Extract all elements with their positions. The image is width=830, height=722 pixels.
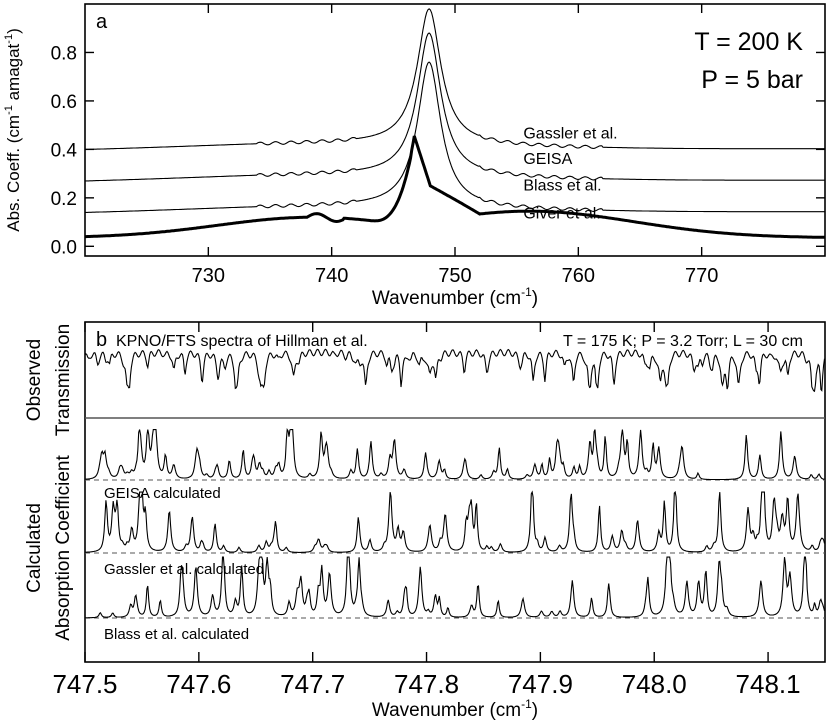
panel-a-series-name: Gassler et al.: [523, 125, 617, 142]
panel-a-x-tick-label: 740: [315, 265, 348, 287]
panel-a-y-tick-label: 0.6: [51, 92, 77, 113]
panel-b-x-tick-label: 747.5: [52, 669, 117, 699]
panel-b: b KPNO/FTS spectra of Hillman et al. T =…: [24, 321, 826, 721]
panel-a-y-tick-label: 0.4: [51, 140, 78, 161]
observed-conditions: T = 175 K; P = 3.2 Torr; L = 30 cm: [563, 333, 803, 350]
panel-a-series-line: [85, 135, 825, 239]
panel-b-x-tick-label: 748.1: [736, 669, 801, 699]
calculated-y-label-left: Calculated: [24, 503, 45, 593]
panel-a-x-tick-label: 730: [192, 265, 225, 287]
calculated-absorption-trace: [85, 428, 825, 481]
panel-a-series-name: GEISA: [523, 151, 572, 168]
panel-b-series: [84, 348, 826, 619]
panel-a-y-tick-label: 0.2: [51, 189, 77, 210]
panel-a-y-tick-label: 0.8: [51, 43, 77, 64]
observed-transmission-trace: [84, 348, 826, 393]
panel-a-y-tick-label: 0.0: [51, 237, 77, 258]
panel-a-label: a: [96, 11, 108, 33]
panel-a: a T = 200 K P = 5 bar 730 740 750 760 770 0.…: [3, 3, 826, 309]
panel-a-series-name: Giver et al.: [523, 205, 600, 222]
panel-b-x-tick-label: 747.6: [166, 669, 231, 699]
observed-y-label-left: Observed: [24, 339, 45, 421]
panel-a-series-line: [84, 8, 825, 151]
panel-b-frame: [84, 321, 826, 663]
series-label-gassler: Gassler et al. calculated: [104, 561, 264, 578]
panel-b-x-axis-label: Wavenumber (cm-1): [372, 697, 538, 721]
panel-a-series: [84, 8, 825, 239]
panel-a-x-axis-label: Wavenumber (cm-1): [372, 285, 538, 309]
observed-source-title: KPNO/FTS spectra of Hillman et al.: [116, 333, 368, 350]
panel-a-y-axis-label: Abs. Coeff. (cm-1 amagat-1): [3, 28, 23, 232]
panel-b-x-tick-label: 747.8: [394, 669, 459, 699]
panel-a-y-ticks: 0.0 0.2 0.4 0.6 0.8: [51, 43, 825, 258]
calculated-absorption-trace: [85, 556, 826, 619]
panel-b-x-tick-label: 748.0: [622, 669, 687, 699]
temperature-annotation: T = 200 K: [694, 28, 803, 56]
series-label-geisa: GEISA calculated: [104, 485, 221, 502]
pressure-annotation: P = 5 bar: [701, 66, 803, 94]
observed-y-label-right: Transmission: [53, 324, 74, 436]
series-label-blass: Blass et al. calculated: [104, 626, 249, 643]
panel-a-series-name: Blass et al.: [523, 178, 601, 195]
panel-a-x-tick-label: 750: [438, 265, 471, 287]
panel-b-x-ticks: 747.5 747.6 747.7 747.8 747.9 748.0 748.1: [52, 322, 801, 699]
panel-a-x-tick-label: 770: [685, 265, 718, 287]
calculated-absorption-trace: [84, 490, 826, 553]
panel-b-x-tick-label: 747.9: [508, 669, 573, 699]
panel-b-label: b: [96, 329, 107, 351]
panel-b-x-tick-label: 747.7: [280, 669, 345, 699]
panel-a-series-line: [85, 61, 825, 213]
calculated-y-label-right: Absorption Coefficient: [53, 455, 74, 641]
panel-a-x-ticks: 730 740 750 760 770: [192, 4, 718, 287]
panel-a-series-labels: Gassler et al. GEISA Blass et al. Giver et …: [523, 125, 617, 222]
panel-a-x-tick-label: 760: [562, 265, 595, 287]
panel-a-series-line: [84, 32, 825, 182]
